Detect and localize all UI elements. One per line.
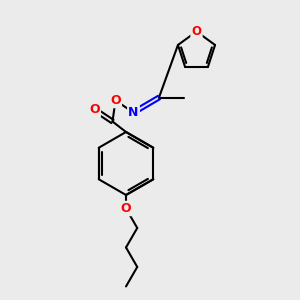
Text: O: O bbox=[191, 25, 202, 38]
Text: O: O bbox=[110, 94, 121, 107]
Text: O: O bbox=[121, 202, 131, 215]
Text: N: N bbox=[128, 106, 139, 119]
Text: O: O bbox=[89, 103, 100, 116]
